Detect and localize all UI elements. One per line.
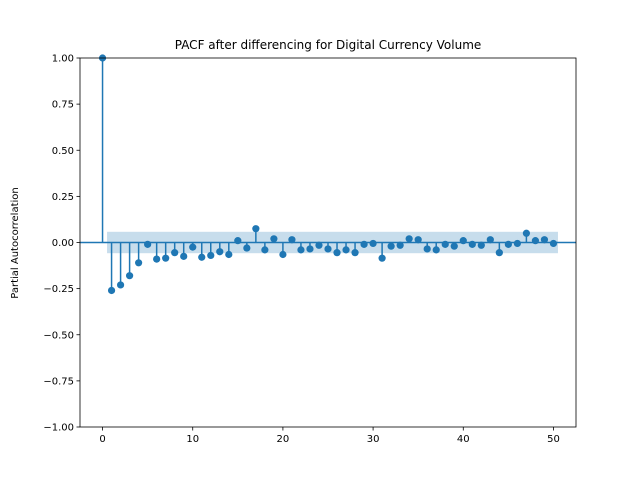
marker-lag-17 <box>252 225 260 233</box>
chart-title: PACF after differencing for Digital Curr… <box>175 38 482 52</box>
marker-lag-14 <box>225 250 233 259</box>
marker-lag-39 <box>450 242 458 250</box>
marker-lag-34 <box>405 235 413 243</box>
marker-lag-18 <box>261 246 269 254</box>
marker-lag-46 <box>513 239 521 248</box>
marker-lag-42 <box>477 241 485 249</box>
marker-lag-26 <box>333 249 341 257</box>
y-tick-label-8: 1.00 <box>52 54 74 65</box>
marker-lag-2 <box>116 281 125 289</box>
marker-lag-38 <box>441 240 449 248</box>
marker-lag-20 <box>279 250 287 259</box>
marker-lag-23 <box>306 245 314 253</box>
marker-lag-12 <box>207 251 215 260</box>
marker-lag-31 <box>378 254 386 262</box>
marker-lag-43 <box>486 236 494 244</box>
marker-lag-41 <box>468 240 476 248</box>
marker-lag-11 <box>198 253 206 261</box>
y-tick-label-6: 0.50 <box>52 146 74 157</box>
y-tick-label-2: −0.50 <box>43 330 74 341</box>
y-tick-label-7: 0.75 <box>52 100 74 111</box>
marker-lag-6 <box>153 255 161 263</box>
marker-lag-33 <box>396 241 404 249</box>
y-axis-label: Partial Autocorrelation <box>10 187 21 298</box>
marker-lag-25 <box>324 245 332 253</box>
marker-lag-7 <box>162 254 170 262</box>
x-tick-label-30: 30 <box>367 434 380 445</box>
marker-lag-27 <box>342 246 350 254</box>
marker-lag-15 <box>234 237 242 245</box>
y-tick-label-1: −0.75 <box>43 376 74 387</box>
y-tick-label-0: −1.00 <box>43 423 74 434</box>
marker-lag-1 <box>107 286 116 295</box>
marker-lag-24 <box>315 241 323 249</box>
marker-lag-48 <box>531 237 540 245</box>
markers-layer <box>98 54 558 295</box>
marker-lag-50 <box>549 239 558 248</box>
marker-lag-16 <box>243 244 251 252</box>
x-tick-label-40: 40 <box>457 434 470 445</box>
marker-lag-32 <box>387 242 395 250</box>
marker-lag-35 <box>414 236 422 244</box>
marker-lag-9 <box>180 252 188 260</box>
y-tick-label-5: 0.25 <box>52 192 74 203</box>
x-tick-label-10: 10 <box>186 434 199 445</box>
marker-lag-49 <box>540 236 549 244</box>
y-tick-label-3: −0.25 <box>43 284 74 295</box>
marker-lag-22 <box>297 246 305 254</box>
marker-lag-37 <box>432 246 440 254</box>
marker-lag-8 <box>171 249 179 257</box>
x-tick-label-0: 0 <box>99 434 105 445</box>
marker-lag-40 <box>459 237 467 245</box>
marker-lag-5 <box>144 240 152 248</box>
marker-lag-29 <box>360 240 368 248</box>
marker-lag-19 <box>270 235 278 243</box>
ticks-layer: 0 10 20 30 40 50 −1.00 −0.75 −0.50 −0.25 0.00 0.25 0… <box>43 54 559 446</box>
marker-lag-45 <box>504 240 512 248</box>
marker-lag-3 <box>126 272 134 280</box>
marker-lag-4 <box>135 259 143 267</box>
marker-lag-44 <box>495 249 503 257</box>
x-tick-label-50: 50 <box>547 434 560 445</box>
marker-lag-28 <box>351 249 359 257</box>
marker-lag-10 <box>189 243 197 251</box>
marker-lag-30 <box>369 239 377 248</box>
marker-lag-21 <box>288 236 296 244</box>
x-tick-label-20: 20 <box>277 434 290 445</box>
marker-lag-36 <box>423 245 431 253</box>
y-tick-label-4: 0.00 <box>52 238 74 249</box>
marker-lag-13 <box>216 248 224 256</box>
marker-lag-47 <box>522 229 531 237</box>
